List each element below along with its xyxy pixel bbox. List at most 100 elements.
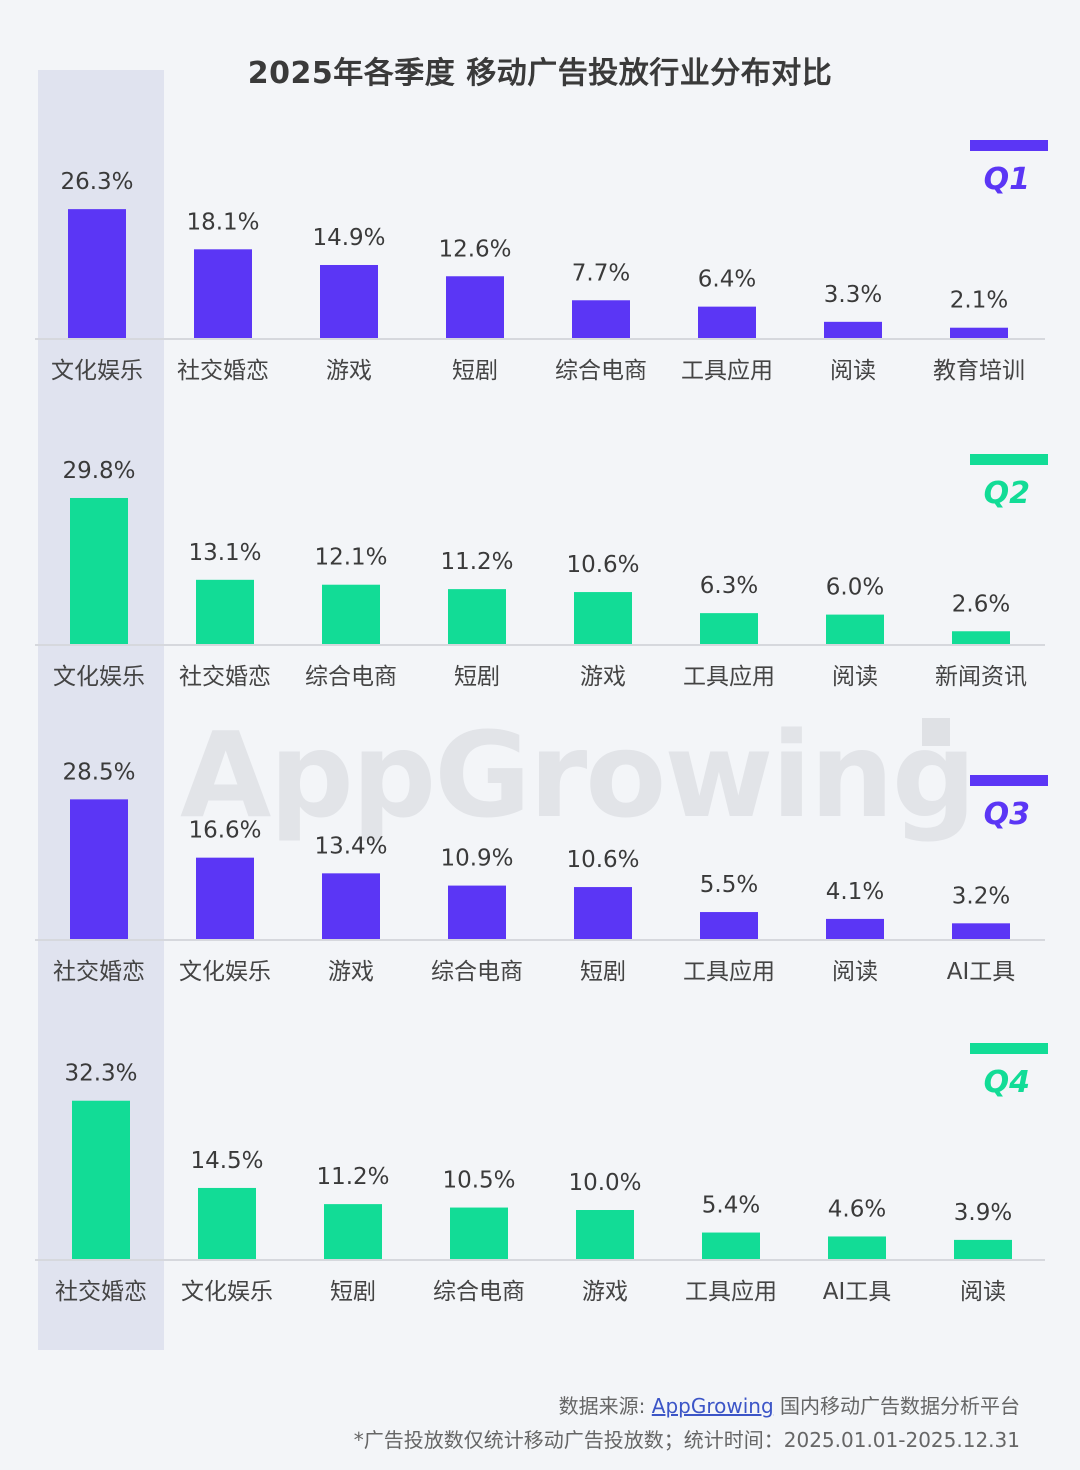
bar [320,264,378,338]
bar [702,1232,760,1259]
data-label: 12.6% [438,236,511,262]
data-label: 4.1% [826,879,884,905]
legend-label-q4: Q4 [984,1065,1030,1100]
legend-swatch-q3 [970,775,1048,786]
legend-swatch-q1 [970,140,1048,151]
category-label: 综合电商 [431,959,523,985]
chart-title: 2025年各季度 移动广告投放行业分布对比 [247,56,833,91]
category-label: 阅读 [832,664,878,690]
legend-label-q2: Q2 [984,476,1030,511]
category-label: AI工具 [947,959,1016,985]
data-label: 18.1% [186,209,259,235]
bar [322,873,380,939]
watermark-square-mark [922,718,950,746]
category-label: 文化娱乐 [181,1279,273,1305]
category-label: 工具应用 [681,358,773,384]
data-label: 29.8% [62,458,135,484]
chart-q3: Q3 28.5% 社交婚恋 16.6% 文化娱乐 13.4% 游戏 10.9% 综合电商 10.6… [35,759,1048,985]
category-label: 游戏 [328,959,374,985]
data-label: 13.4% [314,833,387,859]
legend-label-q3: Q3 [984,797,1030,832]
bar [196,857,254,939]
watermark-logo: AppGrowing [180,706,976,844]
data-label: 7.7% [572,260,630,286]
category-label: 阅读 [960,1279,1006,1305]
data-label: 2.1% [950,288,1008,314]
footer-source-suffix: 国内移动广告数据分析平台 [773,1394,1020,1418]
category-label: 教育培训 [933,358,1025,384]
data-label: 3.9% [954,1200,1012,1226]
category-label: AI工具 [823,1279,892,1305]
data-label: 3.3% [824,282,882,308]
bar [572,300,630,338]
bar [700,613,758,644]
footer-source: 数据来源: AppGrowing 国内移动广告数据分析平台 [559,1390,1020,1419]
category-label: 游戏 [326,358,372,384]
data-label: 5.5% [700,872,758,898]
category-label: 社交婚恋 [177,358,269,384]
data-label: 6.4% [698,267,756,293]
bar [574,592,632,644]
bar [194,249,252,338]
chart-q1: Q1 26.3% 文化娱乐 18.1% 社交婚恋 14.9% 游戏 12.6% 短剧 7.7% 综合… [35,140,1048,384]
category-label: 游戏 [580,664,626,690]
data-label: 26.3% [60,169,133,195]
bar [324,1204,382,1259]
bar [70,799,128,939]
chart-q2: Q2 29.8% 文化娱乐 13.1% 社交婚恋 12.1% 综合电商 11.2% 短剧 10.6… [35,454,1048,690]
data-label: 32.3% [64,1061,137,1087]
category-label: 工具应用 [683,664,775,690]
bar [952,923,1010,939]
category-label: 短剧 [454,664,500,690]
legend-label-q1: Q1 [984,162,1030,197]
category-label: 新闻资讯 [935,664,1027,690]
category-label: 工具应用 [683,959,775,985]
bar [826,614,884,644]
bar [196,579,254,644]
category-label: 游戏 [582,1279,628,1305]
footer-source-prefix: 数据来源: [558,1394,652,1418]
bar [450,1207,508,1259]
data-label: 10.5% [442,1168,515,1194]
data-label: 11.2% [440,549,513,575]
category-label: 综合电商 [305,664,397,690]
bar [952,631,1010,644]
data-label: 10.6% [566,552,639,578]
category-label: 工具应用 [685,1279,777,1305]
bar [950,327,1008,338]
category-label: 短剧 [330,1279,376,1305]
bar [448,885,506,939]
category-label: 社交婚恋 [53,959,145,985]
data-label: 13.1% [188,540,261,566]
bar [72,1100,130,1259]
bar [826,918,884,939]
category-label: 社交婚恋 [55,1279,147,1305]
legend-swatch-q4 [970,1043,1048,1054]
bar [446,276,504,338]
footer-note: *广告投放数仅统计移动广告投放数；统计时间：2025.01.01-2025.12… [353,1428,1020,1452]
category-label: 短剧 [452,358,498,384]
data-label: 10.9% [440,846,513,872]
data-label: 6.0% [826,575,884,601]
bar [322,584,380,644]
data-label: 6.3% [700,573,758,599]
category-label: 阅读 [830,358,876,384]
category-label: 社交婚恋 [179,664,271,690]
category-label: 短剧 [580,959,626,985]
bar [574,887,632,939]
category-label: 文化娱乐 [179,959,271,985]
data-label: 12.1% [314,545,387,571]
category-label: 综合电商 [555,358,647,384]
category-label: 阅读 [832,959,878,985]
bar [700,912,758,939]
footer-source-link[interactable]: AppGrowing [651,1394,774,1418]
data-label: 28.5% [62,759,135,785]
bar [198,1187,256,1259]
data-label: 5.4% [702,1193,760,1219]
category-label: 文化娱乐 [53,664,145,690]
bar [576,1210,634,1259]
bar [824,321,882,338]
data-label: 10.0% [568,1170,641,1196]
